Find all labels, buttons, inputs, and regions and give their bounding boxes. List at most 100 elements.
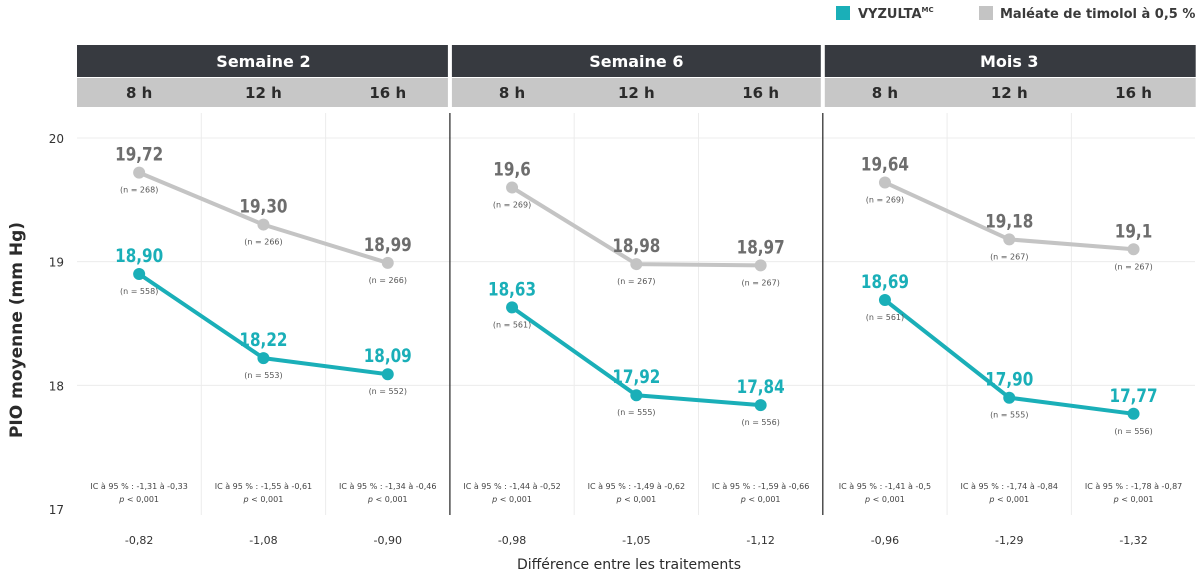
time-label: 16 h <box>369 84 406 102</box>
legend-swatch <box>836 6 850 20</box>
time-label: 12 h <box>991 84 1028 102</box>
y-tick-label: 20 <box>49 132 64 146</box>
data-point <box>1127 243 1140 256</box>
p-value-label: p < 0,001 <box>367 495 408 504</box>
n-label: (n = 553) <box>244 371 282 380</box>
p-symbol: p <box>615 495 624 504</box>
p-value: < 0,001 <box>748 495 780 504</box>
value-label: 18,09 <box>364 346 412 368</box>
value-label: 17,84 <box>737 377 785 399</box>
difference-value: -1,12 <box>746 534 774 547</box>
p-value-label: p < 0,001 <box>1113 495 1154 504</box>
value-label: 19,30 <box>239 196 287 218</box>
y-tick-label: 19 <box>49 256 64 270</box>
n-label: (n = 266) <box>244 238 282 247</box>
difference-value: -0,90 <box>374 534 402 547</box>
series-layer: 19,72 (n = 268) 19,30 (n = 266) 18,99 (n = 26… <box>115 144 1157 436</box>
value-label: 17,77 <box>1110 385 1158 407</box>
p-value: < 0,001 <box>997 495 1029 504</box>
ci-label: IC à 95 % : -1,55 à -0,61 <box>215 482 312 491</box>
n-label: (n = 267) <box>617 277 655 286</box>
ci-label: IC à 95 % : -1,34 à -0,46 <box>339 482 436 491</box>
value-label: 18,99 <box>364 234 412 256</box>
data-point <box>133 166 146 179</box>
legend-label-text: VYZULTA <box>858 7 922 22</box>
value-label: 19,6 <box>493 159 531 181</box>
value-label: 18,69 <box>861 271 909 293</box>
data-point <box>1003 391 1016 404</box>
grid <box>77 113 1195 515</box>
p-symbol: p <box>864 495 873 504</box>
p-value-label: p < 0,001 <box>491 495 532 504</box>
value-label: 19,64 <box>861 154 909 176</box>
ci-label: IC à 95 % : -1,31 à -0,33 <box>90 482 187 491</box>
difference-value: -1,05 <box>622 534 650 547</box>
n-label: (n = 267) <box>990 252 1028 261</box>
data-point <box>257 352 270 365</box>
time-label: 16 h <box>742 84 779 102</box>
ci-label: IC à 95 % : -1,44 à -0,52 <box>463 482 560 491</box>
value-label: 17,92 <box>612 367 660 389</box>
ci-label: IC à 95 % : -1,59 à -0,66 <box>712 482 809 491</box>
time-label: 12 h <box>618 84 655 102</box>
x-axis-title: Différence entre les traitements <box>517 557 741 573</box>
ci-label: IC à 95 % : -1,49 à -0,62 <box>588 482 685 491</box>
n-label: (n = 266) <box>369 276 407 285</box>
legend-label-text: Maléate de timolol à 0,5 % <box>1000 7 1195 22</box>
p-symbol: p <box>1113 495 1122 504</box>
time-label: 8 h <box>872 84 898 102</box>
data-point <box>878 176 891 189</box>
value-label: 17,90 <box>985 369 1033 391</box>
difference-value: -1,29 <box>995 534 1023 547</box>
ci-label: IC à 95 % : -1,41 à -0,5 <box>839 482 931 491</box>
p-symbol: p <box>740 495 749 504</box>
bottom-stats: IC à 95 % : -1,31 à -0,33 p < 0,001 -0,82 I… <box>90 482 1182 573</box>
n-label: (n = 558) <box>120 287 158 296</box>
n-label: (n = 556) <box>741 418 779 427</box>
time-label: 8 h <box>499 84 525 102</box>
value-label: 18,97 <box>737 237 785 259</box>
data-point <box>257 218 270 231</box>
n-label: (n = 561) <box>493 320 531 329</box>
data-point <box>754 259 767 272</box>
y-axis-title: PIO moyenne (mm Hg) <box>7 222 27 438</box>
legend-swatch <box>979 6 993 20</box>
difference-value: -0,96 <box>871 534 899 547</box>
data-point <box>506 181 519 194</box>
data-point <box>1003 233 1016 246</box>
p-value-label: p < 0,001 <box>615 495 656 504</box>
time-label: 12 h <box>245 84 282 102</box>
value-label: 19,18 <box>985 211 1033 233</box>
data-point <box>630 389 643 402</box>
n-label: (n = 267) <box>741 278 779 287</box>
p-symbol: p <box>243 495 252 504</box>
time-row-bg <box>77 78 448 107</box>
difference-value: -1,32 <box>1119 534 1147 547</box>
value-label: 19,1 <box>1115 221 1152 243</box>
p-value: < 0,001 <box>127 495 159 504</box>
p-value: < 0,001 <box>624 495 656 504</box>
n-label: (n = 268) <box>120 186 158 195</box>
n-label: (n = 552) <box>369 387 407 396</box>
group-header-title: Semaine 2 <box>216 52 310 71</box>
p-symbol: p <box>491 495 500 504</box>
y-tick-label: 18 <box>49 379 64 393</box>
data-point <box>1127 407 1140 420</box>
data-point <box>754 399 767 412</box>
legend-superscript: MC <box>922 6 934 14</box>
time-row-bg <box>824 78 1196 107</box>
group-header-bg <box>824 45 1196 77</box>
p-value-label: p < 0,001 <box>243 495 284 504</box>
p-value-label: p < 0,001 <box>118 495 159 504</box>
data-point <box>878 294 891 307</box>
n-label: (n = 555) <box>617 408 655 417</box>
legend-label: Maléate de timolol à 0,5 % <box>1000 7 1195 22</box>
p-value: < 0,001 <box>251 495 283 504</box>
p-value: < 0,001 <box>873 495 905 504</box>
data-point <box>133 268 146 281</box>
group-header-title: Semaine 6 <box>589 52 683 71</box>
y-axis: 17 18 19 20 PIO moyenne (mm Hg) <box>7 132 64 517</box>
data-point <box>630 258 643 271</box>
ci-label: IC à 95 % : -1,74 à -0,84 <box>961 482 1058 491</box>
